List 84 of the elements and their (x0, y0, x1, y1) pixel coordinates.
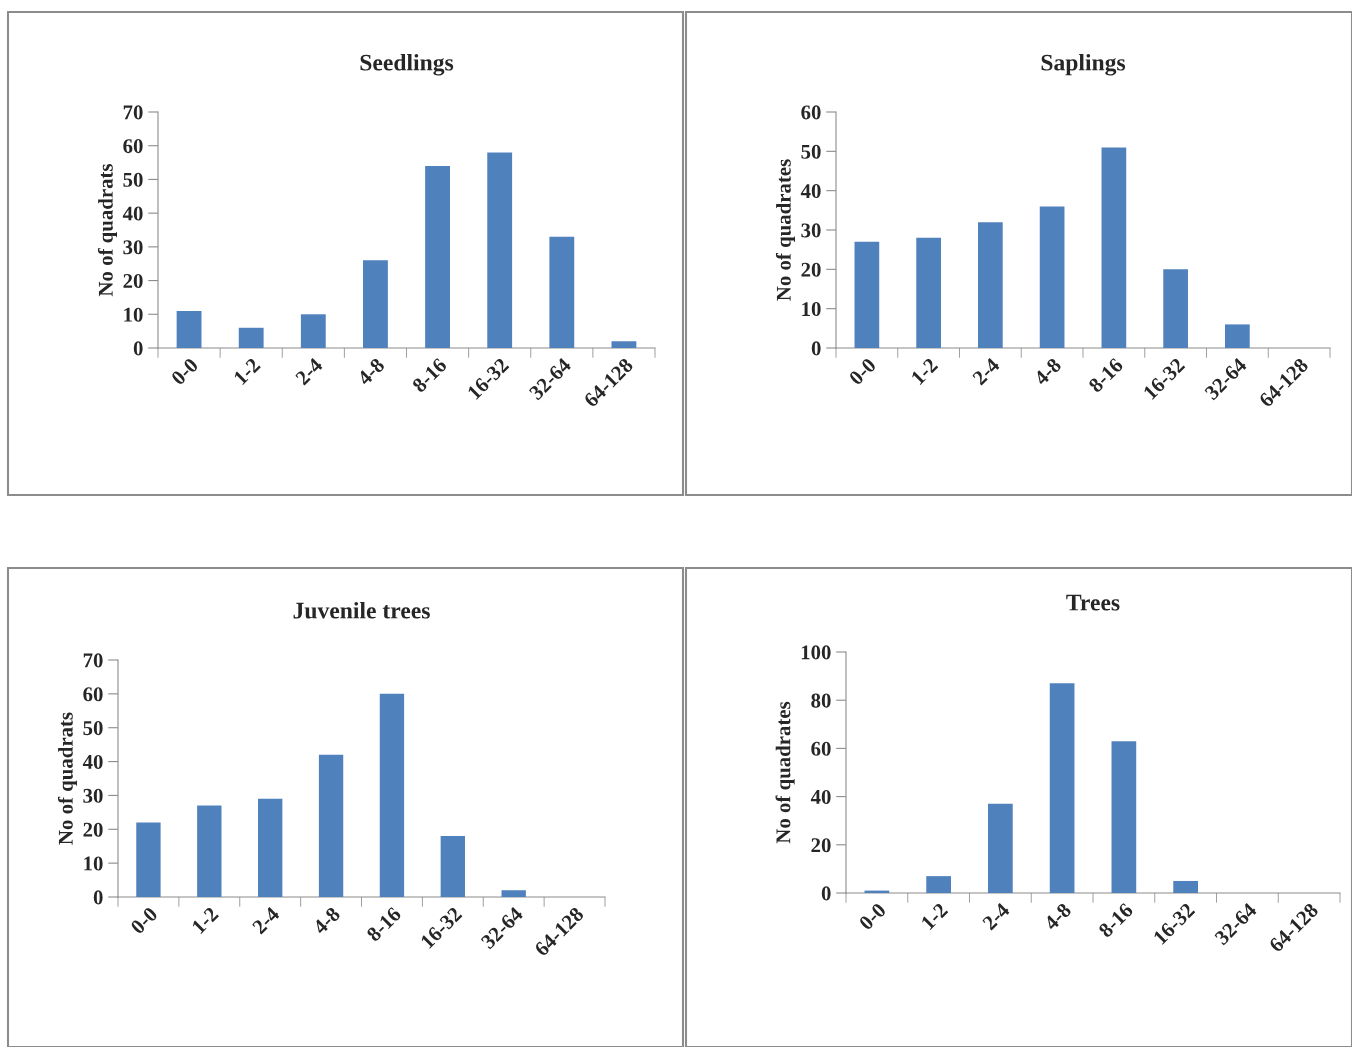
x-tick-label: 8-16 (1097, 902, 1134, 939)
x-tick-label: 8-16 (1087, 357, 1124, 394)
bar (176, 310, 202, 348)
y-tick-label: 20 (811, 838, 831, 853)
y-axis-title: No of quadrats (57, 712, 78, 845)
y-tick-label: 80 (811, 693, 831, 708)
bar (988, 803, 1013, 893)
y-tick-label: 0 (93, 890, 103, 905)
bar (916, 237, 941, 348)
bar (978, 222, 1003, 348)
chart-title: Saplings (1041, 53, 1126, 76)
bar (425, 165, 450, 348)
y-tick-label: 40 (810, 789, 831, 805)
y-tick-label: 50 (801, 144, 821, 159)
bar (1225, 324, 1250, 348)
bar (487, 152, 513, 348)
x-tick-label: 1-2 (191, 906, 219, 935)
bar (1039, 206, 1065, 348)
bar (136, 822, 161, 897)
x-tick-label: 2-4 (294, 357, 324, 386)
x-tick-label: 0-0 (858, 902, 887, 931)
y-tick-label: 20 (83, 822, 103, 837)
y-tick-label: 50 (123, 172, 143, 187)
bar (549, 236, 575, 348)
bar (440, 836, 465, 897)
y-tick-label: 0 (133, 341, 143, 356)
chart-title: Seedlings (360, 53, 454, 76)
x-tick-label: 2-4 (251, 906, 281, 935)
x-tick-label: 8-16 (365, 906, 402, 943)
chart-title: Trees (1066, 594, 1120, 611)
x-tick-label: 4-8 (356, 357, 386, 387)
x-tick-label: 8-16 (411, 357, 448, 394)
bar (1163, 269, 1188, 348)
y-tick-label: 0 (811, 341, 821, 356)
y-tick-label: 40 (122, 206, 143, 221)
bar (926, 876, 951, 893)
x-tick-label: 4-8 (1033, 357, 1062, 387)
y-tick-label: 10 (802, 302, 821, 317)
y-axis-title: No of quadrats (97, 163, 118, 297)
x-tick-label: 0-0 (170, 357, 199, 386)
bar (197, 805, 222, 897)
y-tick-label: 30 (801, 223, 821, 238)
bar (1049, 683, 1075, 893)
y-tick-label: 20 (801, 262, 821, 277)
bar (611, 341, 637, 348)
bar (300, 314, 326, 348)
bar (854, 241, 880, 348)
x-tick-label: 1-2 (910, 357, 939, 386)
x-tick-label: 0-0 (129, 906, 159, 935)
y-tick-label: 10 (124, 307, 143, 322)
bar (238, 327, 264, 348)
bar (1101, 147, 1127, 348)
x-tick-label: 0-0 (848, 357, 877, 386)
y-tick-label: 60 (123, 139, 143, 154)
bar (1111, 741, 1137, 893)
bar (501, 890, 526, 897)
y-tick-label: 40 (82, 754, 103, 769)
bar (258, 798, 283, 897)
y-tick-label: 20 (123, 273, 143, 288)
y-tick-label: 40 (800, 184, 821, 199)
x-tick-label: 1-2 (920, 902, 949, 931)
x-tick-label: 4-8 (1043, 902, 1072, 932)
y-tick-label: 10 (84, 856, 103, 871)
y-tick-label: 50 (83, 721, 103, 736)
bar (1173, 880, 1198, 893)
y-tick-label: 30 (83, 788, 103, 803)
bar (379, 693, 405, 897)
bar (318, 754, 344, 897)
y-tick-label: 70 (83, 653, 103, 668)
x-tick-label: 4-8 (312, 906, 341, 936)
y-axis-title: No of quadrates (775, 701, 795, 844)
y-tick-label: 60 (801, 105, 821, 120)
y-tick-label: 100 (801, 645, 831, 660)
y-axis-title: No of quadrates (775, 159, 796, 301)
y-tick-label: 60 (811, 741, 831, 756)
bar (363, 260, 388, 348)
x-tick-label: 2-4 (981, 902, 1011, 931)
x-tick-label: 2-4 (971, 357, 1001, 386)
y-tick-label: 30 (123, 240, 143, 255)
y-tick-label: 0 (821, 886, 831, 901)
x-tick-label: 1-2 (233, 357, 261, 386)
chart-title: Juvenile trees (293, 601, 430, 619)
y-tick-label: 70 (123, 105, 143, 120)
y-tick-label: 60 (83, 687, 103, 702)
